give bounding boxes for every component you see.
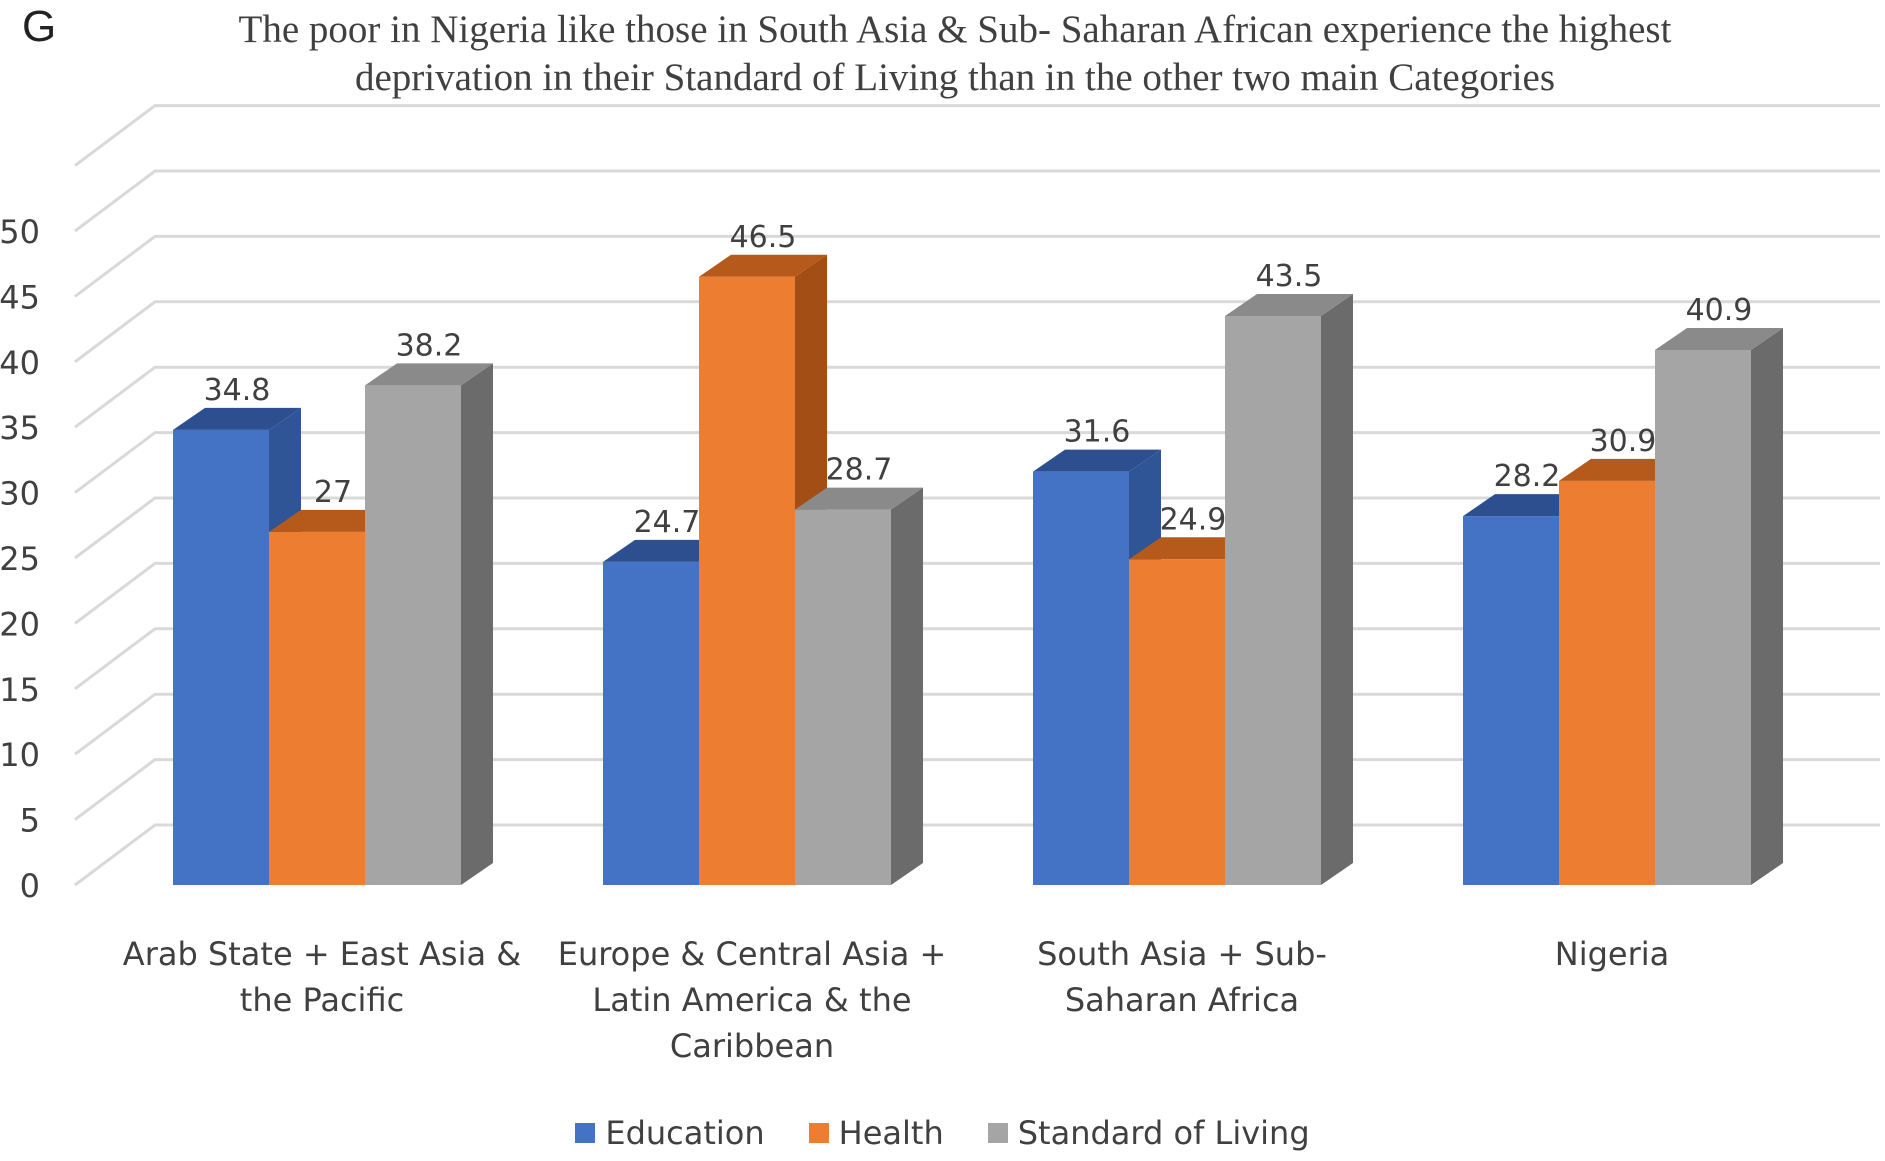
data-label: 38.2 — [396, 328, 463, 363]
legend-swatch — [808, 1123, 829, 1143]
bar-front — [1129, 559, 1225, 885]
y-tick-label: 20 — [0, 605, 40, 643]
gridline — [74, 169, 1880, 233]
legend-label: Education — [605, 1114, 765, 1152]
bar-top — [699, 254, 827, 277]
x-tick-label: Saharan Africa — [1065, 981, 1299, 1019]
bar-front — [1033, 471, 1129, 885]
bar-top — [795, 487, 923, 510]
legend-swatch — [575, 1123, 596, 1143]
bar-top — [1033, 449, 1161, 472]
x-tick-label: Latin America & the — [592, 981, 911, 1019]
data-label: 24.9 — [1160, 502, 1227, 537]
data-label: 28.7 — [826, 453, 893, 488]
gridline — [74, 104, 1880, 167]
y-tick-label: 0 — [20, 867, 40, 905]
bar-top — [173, 407, 301, 430]
y-tick-label: 10 — [0, 736, 40, 774]
y-tick-label: 45 — [0, 278, 40, 316]
data-label: 40.9 — [1686, 293, 1753, 328]
chart-title: The poor in Nigeria like those in South … — [238, 8, 1672, 99]
bar-top — [1655, 328, 1783, 351]
legend: Education Health Standard of Living — [0, 1114, 1885, 1152]
x-axis-ticks: Arab State + East Asia & the Pacific Europ… — [123, 935, 1669, 1065]
y-tick-label: 40 — [0, 344, 40, 382]
y-tick-label: 30 — [0, 475, 40, 513]
y-tick-label: 25 — [0, 540, 40, 578]
y-tick-label: 50 — [0, 213, 40, 251]
legend-item: Education — [575, 1114, 765, 1152]
bar-front — [173, 429, 269, 885]
bar-front — [1463, 516, 1559, 885]
panel-letter: G — [22, 2, 57, 51]
bar-front — [795, 509, 891, 885]
bar-front — [1559, 480, 1655, 885]
data-label: 27 — [314, 475, 352, 510]
bar-side — [1751, 328, 1783, 885]
x-tick-label: Arab State + East Asia & — [123, 935, 521, 973]
legend-swatch — [987, 1123, 1008, 1143]
data-label: 34.8 — [204, 373, 271, 408]
legend-item: Health — [808, 1114, 944, 1152]
legend-label: Health — [838, 1114, 944, 1152]
data-label: 43.5 — [1256, 259, 1323, 294]
bar-front — [603, 561, 699, 885]
bar-side — [891, 487, 923, 885]
legend-item: Standard of Living — [987, 1114, 1310, 1152]
data-label: 24.7 — [634, 505, 701, 540]
bar-front — [269, 531, 365, 885]
data-labels: 34.8 24.7 31.6 28.2 27 46.5 24.9 30.9 38.2 28.7 43… — [204, 220, 1753, 540]
bar-top — [1225, 294, 1353, 317]
x-tick-label: the Pacific — [240, 981, 404, 1019]
gridline — [74, 234, 1880, 298]
x-tick-label: Europe & Central Asia + — [558, 935, 947, 973]
x-tick-label: Nigeria — [1555, 935, 1669, 973]
y-axis-ticks: 0 5 10 15 20 25 30 35 40 45 50 — [0, 213, 40, 905]
bar-front — [699, 276, 795, 885]
bar-side — [1321, 294, 1353, 885]
x-tick-label: South Asia + Sub- — [1037, 935, 1327, 973]
data-label: 46.5 — [730, 220, 797, 255]
y-tick-label: 5 — [20, 802, 40, 840]
bar-front — [1655, 350, 1751, 885]
y-tick-label: 35 — [0, 409, 40, 447]
bar-side — [461, 363, 493, 885]
gridline — [74, 365, 1880, 429]
data-label: 31.6 — [1064, 415, 1131, 450]
y-tick-label: 15 — [0, 671, 40, 709]
bar-front — [1225, 316, 1321, 885]
legend-label: Standard of Living — [1017, 1114, 1310, 1152]
bar-front — [365, 385, 461, 885]
gridline — [74, 300, 1880, 363]
bar-top — [365, 363, 493, 386]
data-label: 28.2 — [1494, 459, 1561, 494]
x-tick-label: Caribbean — [670, 1027, 834, 1065]
bars — [173, 254, 1783, 885]
data-label: 30.9 — [1590, 424, 1657, 459]
